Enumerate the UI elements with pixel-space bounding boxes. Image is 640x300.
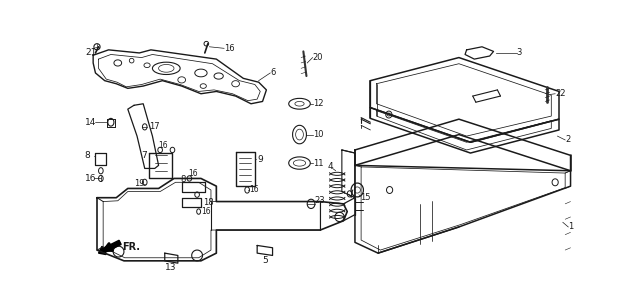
- Text: 2: 2: [565, 135, 570, 144]
- Text: 3: 3: [516, 48, 522, 57]
- Text: 9: 9: [257, 155, 263, 164]
- Text: 6: 6: [270, 68, 276, 77]
- Text: 7: 7: [141, 151, 147, 160]
- Text: 8: 8: [180, 175, 186, 184]
- Text: 1: 1: [568, 223, 573, 232]
- Text: FR.: FR.: [122, 242, 140, 252]
- Text: 14: 14: [86, 118, 97, 127]
- Text: 16: 16: [224, 44, 235, 53]
- Text: 5: 5: [262, 256, 268, 265]
- Text: 8: 8: [84, 151, 90, 160]
- Text: 15: 15: [360, 193, 371, 202]
- Text: 16: 16: [250, 185, 259, 194]
- Text: 16: 16: [84, 174, 96, 183]
- Text: 22: 22: [555, 89, 566, 98]
- Text: 20: 20: [312, 53, 323, 62]
- Text: 16: 16: [188, 169, 198, 178]
- Text: 11: 11: [312, 158, 323, 167]
- Text: 16: 16: [159, 141, 168, 150]
- Text: 18: 18: [204, 198, 214, 207]
- Text: 12: 12: [312, 99, 323, 108]
- Text: 23: 23: [314, 196, 324, 205]
- Text: 4: 4: [328, 162, 333, 171]
- Text: 21: 21: [86, 48, 97, 57]
- Text: 19: 19: [134, 179, 145, 188]
- Text: 13: 13: [165, 262, 177, 272]
- Text: 16: 16: [201, 207, 211, 216]
- FancyArrow shape: [99, 240, 121, 254]
- Text: 17: 17: [149, 122, 160, 131]
- Text: 10: 10: [312, 130, 323, 139]
